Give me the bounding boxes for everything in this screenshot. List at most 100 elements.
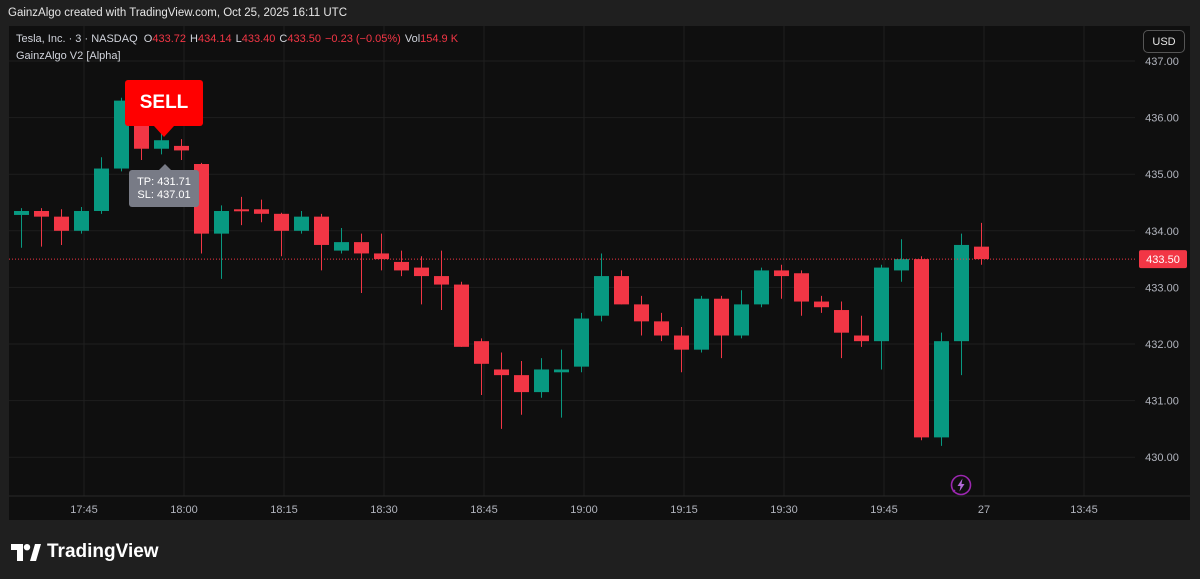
candle-body [214, 210, 229, 234]
candle-body [694, 298, 709, 350]
time-tick-label: 18:00 [170, 504, 198, 516]
last-price-tag [1139, 250, 1187, 269]
high-label: H [190, 33, 198, 45]
candle-body [14, 210, 29, 215]
candle-body [274, 213, 289, 231]
candle-body [934, 341, 949, 438]
candle-body [974, 246, 989, 260]
time-tick-label: 18:45 [470, 504, 498, 516]
candle[interactable] [734, 290, 749, 339]
time-tick-label: 13:45 [1070, 504, 1098, 516]
candle-body [674, 335, 689, 350]
time-tick-label: 18:30 [370, 504, 398, 516]
candle[interactable] [14, 208, 29, 248]
candle[interactable] [514, 360, 529, 415]
candle-body [334, 242, 349, 251]
candle[interactable] [934, 332, 949, 446]
candle[interactable] [554, 349, 569, 418]
symbol-name: Tesla, Inc. · 3 · NASDAQ [16, 33, 138, 45]
candle[interactable] [954, 233, 969, 376]
candle-body [554, 369, 569, 373]
candle[interactable] [174, 139, 189, 161]
candle-body [314, 216, 329, 245]
candle[interactable] [634, 295, 649, 336]
candle[interactable] [854, 315, 869, 347]
price-tick-label: 430.00 [1145, 452, 1179, 464]
candle[interactable] [314, 213, 329, 271]
time-tick-label: 27 [978, 504, 990, 516]
candle[interactable] [374, 233, 389, 271]
lightning-icon[interactable] [950, 474, 972, 496]
candle[interactable] [454, 281, 469, 347]
candle[interactable] [834, 301, 849, 359]
candle[interactable] [894, 239, 909, 282]
candle-body [714, 298, 729, 336]
last-price-line: 433.50 [9, 250, 1187, 269]
sell-signal-pointer [154, 126, 174, 137]
high-value: 434.14 [197, 33, 232, 45]
candle[interactable] [334, 227, 349, 254]
candle[interactable] [654, 312, 669, 342]
last-price-tag-text: 433.50 [1146, 254, 1180, 266]
candle[interactable] [214, 205, 229, 279]
candle[interactable] [234, 196, 249, 226]
candle[interactable] [354, 233, 369, 294]
candle[interactable] [394, 250, 409, 277]
candle[interactable] [574, 312, 589, 373]
candle-body [854, 335, 869, 342]
price-tick-label: 436.00 [1145, 113, 1179, 125]
candle[interactable] [534, 358, 549, 398]
candle-body [894, 259, 909, 271]
candle-body [414, 267, 429, 277]
volume-label: Vol [404, 33, 421, 45]
indicator-name[interactable]: GainzAlgo V2 [Alpha] [16, 50, 121, 62]
time-tick-label: 17:45 [70, 504, 98, 516]
candle[interactable] [754, 267, 769, 308]
candle[interactable] [714, 295, 729, 359]
tp-sl-label: TP: 431.71 SL: 437.01 [129, 170, 199, 207]
candle-body [34, 210, 49, 217]
candle[interactable] [914, 256, 929, 441]
candle-body [74, 210, 89, 231]
candle-body [174, 145, 189, 151]
candle[interactable] [74, 207, 89, 234]
candle[interactable] [414, 256, 429, 305]
candle[interactable] [774, 264, 789, 299]
candle-body [654, 321, 669, 336]
candle-body [874, 267, 889, 342]
candle-body [574, 318, 589, 367]
open-label: O [143, 33, 153, 45]
candle[interactable] [614, 270, 629, 305]
candle-body [294, 216, 309, 231]
candle[interactable] [254, 199, 269, 223]
candle-body [814, 301, 829, 308]
candle[interactable] [694, 295, 709, 353]
candle[interactable] [474, 338, 489, 395]
candle[interactable] [814, 295, 829, 313]
candle[interactable] [274, 212, 289, 257]
candle[interactable] [674, 327, 689, 373]
volume-value: 154.9 K [420, 33, 459, 45]
candle[interactable] [594, 253, 609, 322]
tradingview-logo[interactable]: TradingView [11, 541, 159, 563]
low-label: L [235, 33, 242, 45]
currency-button[interactable]: USD [1143, 30, 1185, 53]
candle[interactable] [974, 222, 989, 265]
candle-body [494, 369, 509, 376]
candle[interactable] [34, 208, 49, 247]
candle[interactable] [94, 157, 109, 214]
close-label: C [279, 33, 288, 45]
candle[interactable] [794, 270, 809, 316]
candle-body [454, 284, 469, 347]
chart-frame[interactable]: 433.50 437.00 436.00 435.00 434.00 433.00 432… [9, 26, 1190, 520]
price-tick-label: 431.00 [1145, 396, 1179, 408]
attribution-text: GainzAlgo created with TradingView.com, … [8, 7, 348, 19]
candle[interactable] [54, 209, 69, 245]
candle-body [474, 341, 489, 364]
candle[interactable] [874, 264, 889, 370]
candle[interactable] [434, 250, 449, 311]
tradingview-logo-text: TradingView [47, 541, 159, 562]
low-value: 433.40 [241, 33, 276, 45]
candle[interactable] [294, 210, 309, 234]
candle[interactable] [494, 352, 509, 429]
